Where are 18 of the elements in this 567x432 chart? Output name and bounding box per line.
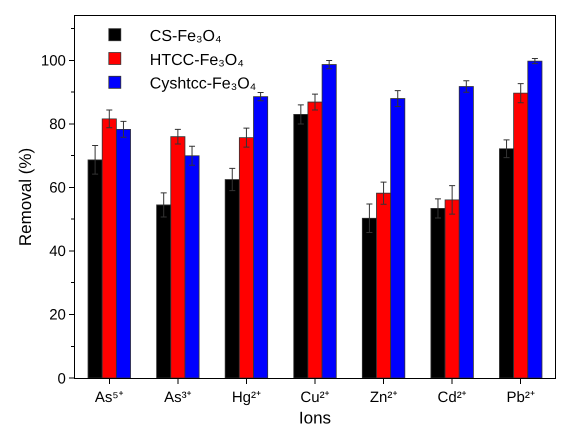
x-tick-label: Zn²⁺	[370, 389, 398, 406]
x-tick-label: As⁵⁺	[94, 389, 124, 406]
legend-label: Cyshtcc-Fe₃O₄	[150, 76, 256, 93]
y-axis-title: Removal (%)	[16, 148, 35, 246]
y-tick-label: 60	[49, 180, 66, 197]
legend-label: HTCC-Fe₃O₄	[150, 52, 244, 69]
x-tick-label: Cu²⁺	[300, 389, 330, 406]
x-tick-label: Pb²⁺	[506, 389, 535, 406]
x-tick-label: Cd²⁺	[438, 389, 467, 406]
x-tick-label: As³⁺	[164, 389, 192, 406]
y-tick-label: 100	[40, 52, 66, 70]
y-tick-label: 80	[49, 116, 66, 134]
y-tick-label: 20	[49, 306, 66, 324]
y-tick-label: 40	[49, 243, 66, 260]
y-tick-label: 0	[58, 370, 66, 388]
x-tick-label: Hg²⁺	[232, 389, 262, 406]
legend-label: CS-Fe₃O₄	[150, 28, 222, 45]
x-axis-title: Ions	[298, 408, 332, 428]
